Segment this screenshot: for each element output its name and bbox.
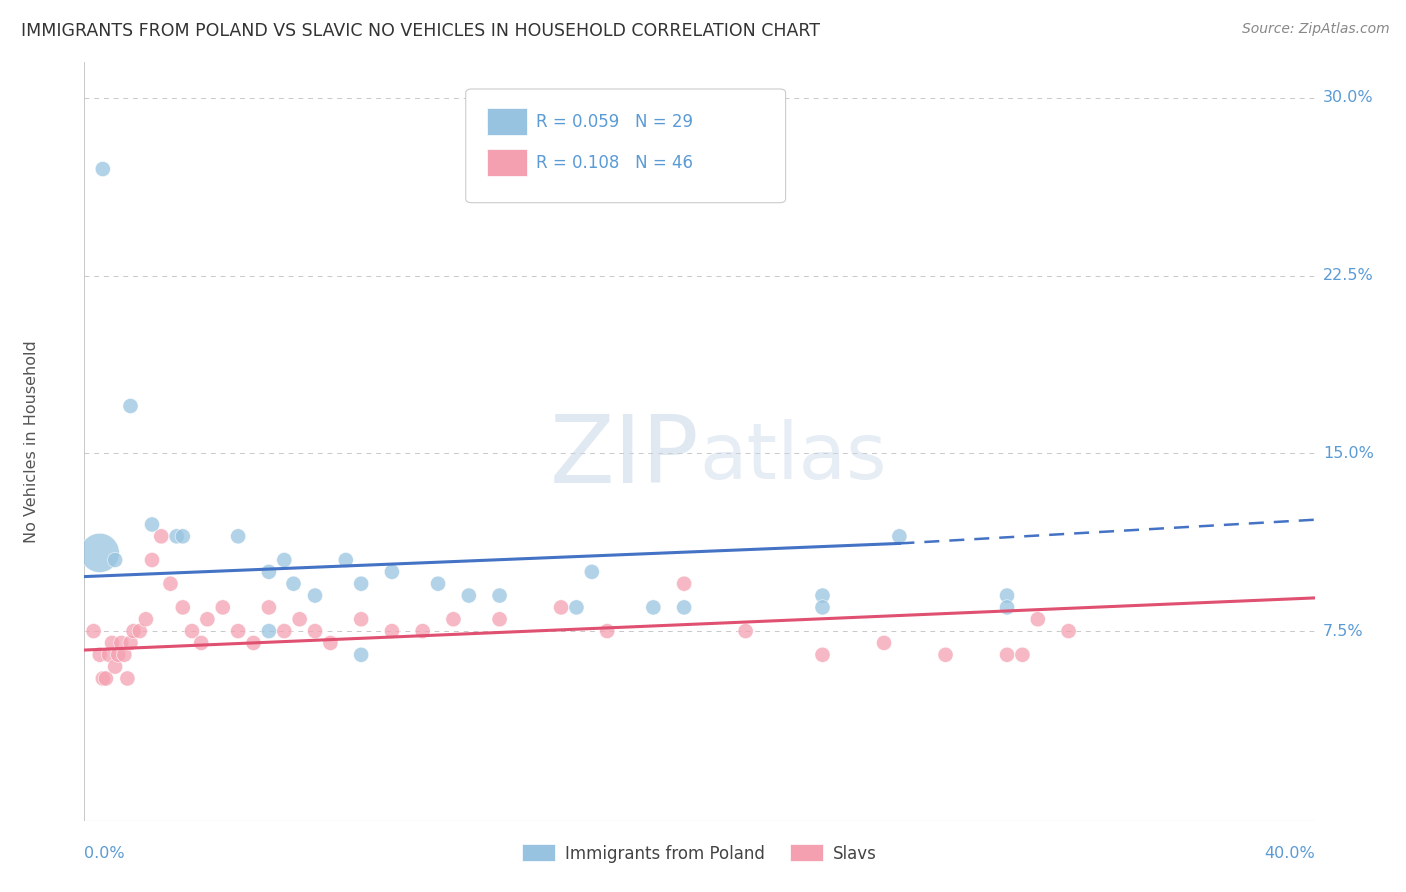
Point <box>811 589 834 603</box>
Text: R = 0.108   N = 46: R = 0.108 N = 46 <box>536 153 693 171</box>
Point <box>89 648 111 662</box>
Point <box>550 600 572 615</box>
Point <box>643 600 665 615</box>
Point <box>273 553 295 567</box>
Point <box>122 624 145 639</box>
Point <box>995 589 1018 603</box>
Point <box>120 399 142 413</box>
Point <box>98 648 120 662</box>
Point <box>257 624 280 639</box>
Point <box>273 624 295 639</box>
Text: 7.5%: 7.5% <box>1323 624 1364 639</box>
FancyBboxPatch shape <box>465 89 786 202</box>
Point <box>257 565 280 579</box>
FancyBboxPatch shape <box>486 108 527 136</box>
Text: 30.0%: 30.0% <box>1323 90 1374 105</box>
Point <box>1026 612 1049 626</box>
Point <box>159 576 181 591</box>
Point <box>488 589 510 603</box>
Point <box>581 565 603 579</box>
Point <box>1011 648 1033 662</box>
Text: 22.5%: 22.5% <box>1323 268 1374 283</box>
Point <box>128 624 150 639</box>
Point <box>172 600 194 615</box>
Point <box>107 648 129 662</box>
Point <box>288 612 311 626</box>
Point <box>304 589 326 603</box>
FancyBboxPatch shape <box>486 149 527 177</box>
Point <box>811 600 834 615</box>
Point <box>242 636 264 650</box>
Point <box>412 624 434 639</box>
Point <box>488 612 510 626</box>
Point <box>94 672 117 686</box>
Legend: Immigrants from Poland, Slavs: Immigrants from Poland, Slavs <box>515 838 884 869</box>
Point <box>350 648 373 662</box>
Point <box>873 636 896 650</box>
Point <box>117 672 139 686</box>
Text: R = 0.059   N = 29: R = 0.059 N = 29 <box>536 112 693 130</box>
Text: atlas: atlas <box>700 418 887 495</box>
Point <box>350 612 373 626</box>
Point <box>150 529 173 543</box>
Text: 0.0%: 0.0% <box>84 846 125 861</box>
Point <box>381 565 404 579</box>
Point <box>226 529 249 543</box>
Text: Source: ZipAtlas.com: Source: ZipAtlas.com <box>1241 22 1389 37</box>
Point <box>257 600 280 615</box>
Point <box>427 576 450 591</box>
Point <box>190 636 212 650</box>
Point <box>381 624 404 639</box>
Text: No Vehicles in Household: No Vehicles in Household <box>24 340 39 543</box>
Point <box>135 612 157 626</box>
Point <box>734 624 756 639</box>
Point <box>120 636 142 650</box>
Point <box>166 529 188 543</box>
Point <box>319 636 342 650</box>
Point <box>211 600 233 615</box>
Point <box>335 553 357 567</box>
Text: IMMIGRANTS FROM POLAND VS SLAVIC NO VEHICLES IN HOUSEHOLD CORRELATION CHART: IMMIGRANTS FROM POLAND VS SLAVIC NO VEHI… <box>21 22 820 40</box>
Point <box>673 600 696 615</box>
Point <box>226 624 249 639</box>
Point <box>283 576 305 591</box>
Text: ZIP: ZIP <box>550 410 700 503</box>
Point <box>304 624 326 639</box>
Text: 40.0%: 40.0% <box>1264 846 1315 861</box>
Point <box>104 659 127 673</box>
Point <box>89 546 111 560</box>
Point <box>995 600 1018 615</box>
Point <box>1057 624 1080 639</box>
Point <box>565 600 588 615</box>
Point <box>104 553 127 567</box>
Point <box>889 529 911 543</box>
Point <box>995 648 1018 662</box>
Point <box>110 636 132 650</box>
Point <box>181 624 204 639</box>
Point <box>172 529 194 543</box>
Point <box>596 624 619 639</box>
Point <box>112 648 135 662</box>
Point <box>101 636 124 650</box>
Point <box>141 553 163 567</box>
Point <box>91 672 114 686</box>
Point <box>350 576 373 591</box>
Point <box>673 576 696 591</box>
Text: 15.0%: 15.0% <box>1323 446 1374 461</box>
Point <box>457 589 479 603</box>
Point <box>443 612 465 626</box>
Point <box>935 648 957 662</box>
Point <box>197 612 219 626</box>
Point <box>811 648 834 662</box>
Point <box>91 162 114 177</box>
Point <box>83 624 105 639</box>
Point <box>141 517 163 532</box>
